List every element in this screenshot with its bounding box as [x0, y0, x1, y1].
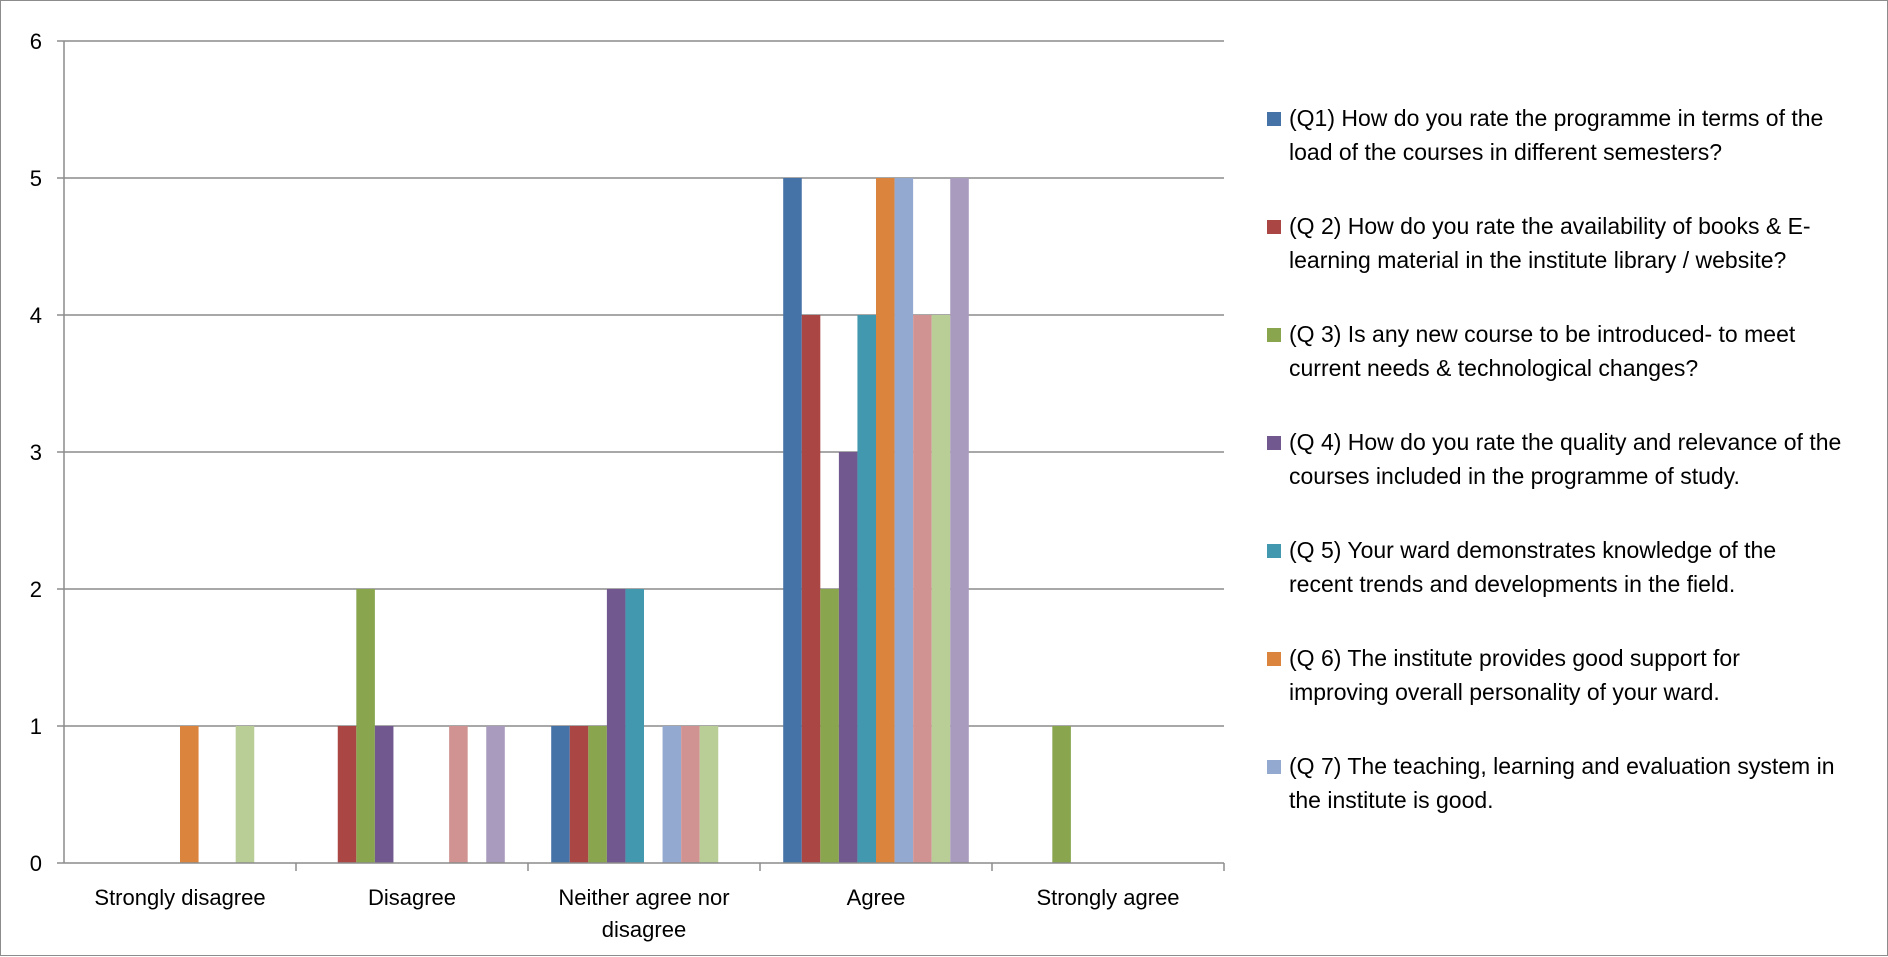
- gridlines: [64, 40, 1224, 727]
- x-tick-label: Strongly disagree: [94, 885, 265, 910]
- legend-label-q1-line2: load of the courses in different semeste…: [1289, 139, 1722, 165]
- bar-s2-c3: [569, 726, 589, 863]
- x-tick-label: Neither agree nor: [558, 885, 729, 910]
- bar-s5-c3: [625, 589, 644, 863]
- y-tick-label-4: 4: [30, 303, 42, 328]
- bar-s9-c1: [235, 726, 255, 863]
- x-tick-label: disagree: [602, 917, 686, 942]
- bar-s4-c4: [838, 452, 858, 863]
- bar-s4-c3: [606, 589, 626, 863]
- legend-label-q4-line1: (Q 4) How do you rate the quality and re…: [1289, 429, 1842, 455]
- bar-s8-c3: [681, 726, 700, 863]
- bar-s7-c3: [662, 726, 682, 863]
- legend-label-q5-line2: recent trends and developments in the fi…: [1289, 571, 1736, 597]
- bar-s5-c4: [857, 315, 876, 863]
- legend-label-q6-line1: (Q 6) The institute provides good suppor…: [1289, 645, 1740, 671]
- legend-swatch-q6: [1267, 652, 1281, 666]
- bar-s3-c4: [820, 589, 839, 863]
- bar-s2-c2: [337, 726, 357, 863]
- x-tick-label: Agree: [847, 885, 906, 910]
- bar-s8-c4: [913, 315, 932, 863]
- legend-label-q2-line1: (Q 2) How do you rate the availability o…: [1289, 213, 1811, 239]
- legend-label-q1-line1: (Q1) How do you rate the programme in te…: [1289, 105, 1824, 131]
- bar-s6-c1: [180, 726, 199, 863]
- legend-swatch-q2: [1267, 220, 1281, 234]
- legend-label-q3-line1: (Q 3) Is any new course to be introduced…: [1289, 321, 1796, 347]
- y-tick-label-6: 6: [30, 29, 42, 54]
- bar-s7-c4: [894, 178, 914, 863]
- bar-s3-c5: [1052, 726, 1071, 863]
- legend-swatch-q4: [1267, 436, 1281, 450]
- legend-label-q2-line2: learning material in the institute libra…: [1289, 247, 1787, 273]
- bar-s1-c3: [551, 726, 570, 863]
- bars: [180, 178, 1071, 863]
- bar-s9-c3: [699, 726, 719, 863]
- legend-item-q4: (Q 4) How do you rate the quality and re…: [1263, 425, 1883, 493]
- x-tick-label: Strongly agree: [1036, 885, 1179, 910]
- axes: [57, 40, 1225, 871]
- y-tick-label-1: 1: [30, 714, 42, 739]
- legend-swatch-q3: [1267, 328, 1281, 342]
- legend-label-q7-line2: the institute is good.: [1289, 787, 1494, 813]
- legend-label-q5-line1: (Q 5) Your ward demonstrates knowledge o…: [1289, 537, 1777, 563]
- legend-item-q7: (Q 7) The teaching, learning and evaluat…: [1263, 749, 1883, 817]
- x-tick-label: Disagree: [368, 885, 456, 910]
- legend-label-q3-line2: current needs & technological changes?: [1289, 355, 1699, 381]
- bar-s4-c2: [374, 726, 394, 863]
- legend-item-q5: (Q 5) Your ward demonstrates knowledge o…: [1263, 533, 1883, 601]
- tick-labels: 0 1 2 3 4 5 6 Strongly disagree Disagree Neither …: [30, 29, 1180, 942]
- bar-s3-c3: [588, 726, 607, 863]
- y-tick-label-0: 0: [30, 851, 42, 876]
- legend-swatch-q5: [1267, 544, 1281, 558]
- legend-item-q1: (Q1) How do you rate the programme in te…: [1263, 101, 1883, 169]
- legend-item-q6: (Q 6) The institute provides good suppor…: [1263, 641, 1883, 709]
- legend-swatch-q1: [1267, 112, 1281, 126]
- y-tick-label-2: 2: [30, 577, 42, 602]
- bar-s6-c4: [876, 178, 895, 863]
- legend-item-q3: (Q 3) Is any new course to be introduced…: [1263, 317, 1883, 385]
- bar-s10-c2: [486, 726, 505, 863]
- legend-item-q2: (Q 2) How do you rate the availability o…: [1263, 209, 1883, 277]
- bar-s2-c4: [801, 315, 821, 863]
- legend-label-q6-line2: improving overall personality of your wa…: [1289, 679, 1720, 705]
- bar-s3-c2: [356, 589, 375, 863]
- legend-swatch-q7: [1267, 760, 1281, 774]
- legend-label-q4-line2: courses included in the programme of stu…: [1289, 463, 1740, 489]
- bar-s9-c4: [931, 315, 951, 863]
- legend-label-q7-line1: (Q 7) The teaching, learning and evaluat…: [1289, 753, 1835, 779]
- y-tick-label-3: 3: [30, 440, 42, 465]
- bar-s10-c4: [950, 178, 969, 863]
- legend: (Q1) How do you rate the programme in te…: [1263, 101, 1883, 857]
- bar-s1-c4: [783, 178, 802, 863]
- bar-s8-c2: [449, 726, 468, 863]
- y-tick-label-5: 5: [30, 166, 42, 191]
